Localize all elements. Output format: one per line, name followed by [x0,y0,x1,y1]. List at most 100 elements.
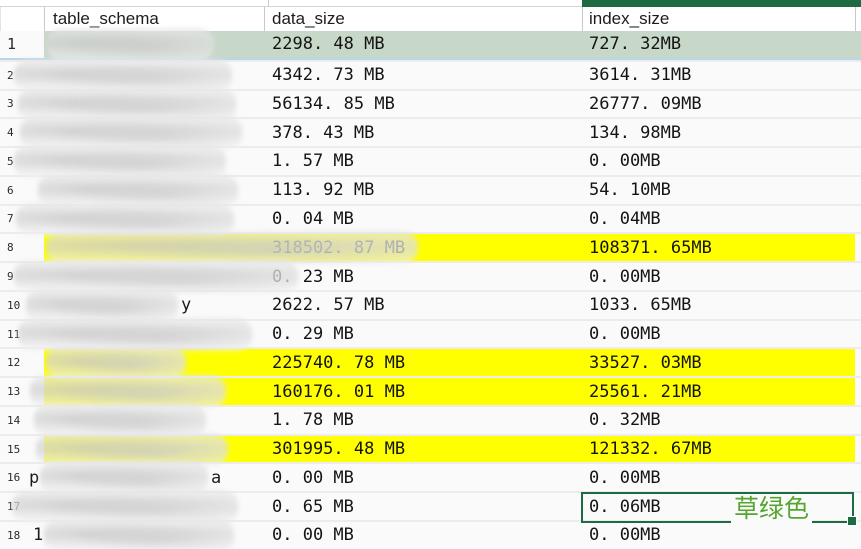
table-row[interactable]: 16 0. 00 MB 0. 00MB p a [0,461,861,495]
index-size-cell[interactable]: 0. 04MB [589,208,661,229]
table-row[interactable]: 14 1. 78 MB 0. 32MB [0,403,861,437]
column-header-empty[interactable] [855,7,861,31]
row-number-cell[interactable]: 15 [7,442,21,456]
column-header-row: table_schema data_size index_size [0,7,861,31]
table-row[interactable]: 11 0. 29 MB 0. 00MB [0,317,861,351]
annotation-grass-green: 草绿色 [731,495,813,523]
data-size-cell[interactable]: 225740. 78 MB [272,352,406,373]
row-number-cell[interactable]: 6 [7,183,14,197]
row-number-cell[interactable]: 8 [7,241,14,255]
censor-smudge [20,116,242,150]
censor-smudge [34,403,206,437]
schema-text-fragment: a [211,467,222,488]
censor-smudge [14,145,226,179]
row-number-cell[interactable]: 13 [7,385,21,399]
censor-smudge [46,28,214,61]
table-row[interactable]: 1 2298. 48 MB 727. 32MB [0,28,861,61]
table-row[interactable]: 15 301995. 48 MB 121332. 67MB [0,432,861,466]
table-row[interactable]: 3 56134. 85 MB 26777. 09MB [0,87,861,121]
row-number-cell[interactable]: 7 [7,212,14,226]
table-row[interactable]: 17 0. 65 MB 0. 06MB [0,490,861,524]
row-number-cell[interactable]: 11 [7,327,21,341]
data-size-cell[interactable]: 2622. 57 MB [272,295,385,316]
index-size-cell[interactable]: 0. 00MB [589,266,661,287]
row-number-cell[interactable]: 3 [7,97,14,111]
table-row[interactable]: 4 378. 43 MB 134. 98MB [0,116,861,150]
row-number-cell[interactable]: 12 [7,356,21,370]
table-body: 1 2298. 48 MB 727. 32MB 2 4342. 73 MB 36… [0,28,861,549]
index-size-cell[interactable]: 0. 00MB [589,525,661,546]
data-size-cell[interactable]: 0. 00 MB [272,525,354,546]
data-size-cell[interactable]: 0. 23 MB [272,266,354,287]
table-row[interactable]: 2 4342. 73 MB 3614. 31MB [0,58,861,92]
index-size-cell[interactable]: 121332. 67MB [589,439,712,460]
index-size-cell[interactable]: 0. 00MB [589,324,661,345]
censor-smudge [46,346,186,380]
row-number-cell[interactable]: 2 [7,68,14,82]
index-size-cell[interactable]: 3614. 31MB [589,65,692,86]
index-size-cell[interactable]: 1033. 65MB [589,295,692,316]
table-row[interactable]: 5 1. 57 MB 0. 00MB [0,145,861,179]
data-size-cell[interactable]: 1. 78 MB [272,410,354,431]
row-number-cell[interactable]: 10 [7,298,21,312]
index-size-cell[interactable]: 33527. 03MB [589,352,702,373]
schema-text-fragment: p [29,467,40,488]
censor-smudge [16,202,234,236]
table-row[interactable]: 9 0. 23 MB 0. 00MB [0,260,861,294]
table-row[interactable]: 10 2622. 57 MB 1033. 65MB y [0,288,861,322]
data-size-cell[interactable]: 1. 57 MB [272,151,354,172]
data-size-cell[interactable]: 4342. 73 MB [272,65,385,86]
data-size-cell[interactable]: 301995. 48 MB [272,439,406,460]
index-size-cell[interactable]: 25561. 21MB [589,381,702,402]
data-size-cell[interactable]: 0. 04 MB [272,208,354,229]
data-size-cell[interactable]: 0. 65 MB [272,496,354,517]
censor-smudge [36,432,228,466]
fill-handle[interactable] [847,516,857,526]
table-row[interactable]: 12 225740. 78 MB 33527. 03MB [0,346,861,380]
index-size-cell[interactable]: 0. 32MB [589,410,661,431]
censor-smudge [38,173,238,207]
row-number-cell[interactable]: 9 [7,270,14,283]
data-size-cell[interactable]: 0. 29 MB [272,324,354,345]
index-size-cell[interactable]: 26777. 09MB [589,93,702,114]
table-row[interactable]: 8 318502. 87 MB 108371. 65MB [0,231,861,265]
index-size-cell[interactable]: 108371. 65MB [589,237,712,258]
index-size-cell[interactable]: 134. 98MB [589,122,682,143]
row-number-header[interactable] [0,7,44,31]
column-header-table-schema[interactable]: table_schema [44,7,264,31]
censor-smudge [14,260,298,294]
data-size-cell[interactable]: 160176. 01 MB [272,381,406,402]
row-number-cell[interactable]: 18 [7,528,21,542]
table-row[interactable]: 13 160176. 01 MB 25561. 21MB [0,375,861,409]
censor-smudge [46,231,418,265]
table-row[interactable]: 18 0. 00 MB 0. 00MB 1 [0,519,861,549]
data-size-cell[interactable]: 113. 92 MB [272,180,375,201]
data-size-cell[interactable]: 2298. 48 MB [272,34,385,55]
censor-smudge [44,519,234,549]
row-number-cell[interactable]: 1 [7,35,17,54]
index-size-cell[interactable]: 0. 00MB [589,467,661,488]
row-number-cell[interactable]: 16 [7,471,21,485]
row-number-cell[interactable]: 4 [7,126,14,140]
index-size-cell[interactable]: 727. 32MB [589,34,682,55]
index-size-cell[interactable]: 0. 00MB [589,151,661,172]
censor-smudge [14,58,232,92]
column-header-index-size[interactable]: index_size [582,7,855,31]
schema-text-fragment: y [181,295,192,316]
table-row[interactable]: 7 0. 04 MB 0. 04MB [0,202,861,236]
row-number-cell[interactable]: 14 [7,413,21,427]
data-size-cell[interactable]: 378. 43 MB [272,122,375,143]
censor-smudge [12,490,238,524]
censor-smudge [40,461,208,495]
data-size-cell[interactable]: 0. 00 MB [272,467,354,488]
index-size-cell[interactable]: 54. 10MB [589,180,671,201]
index-size-cell[interactable]: 0. 06MB [589,496,661,517]
table-row[interactable]: 6 113. 92 MB 54. 10MB [0,173,861,207]
row-number-cell[interactable]: 5 [7,154,14,168]
data-size-cell[interactable]: 56134. 85 MB [272,93,395,114]
grid-line [268,0,269,7]
column-header-data-size[interactable]: data_size [264,7,582,31]
censor-smudge [18,317,252,351]
selected-cell-outline[interactable] [581,492,857,526]
